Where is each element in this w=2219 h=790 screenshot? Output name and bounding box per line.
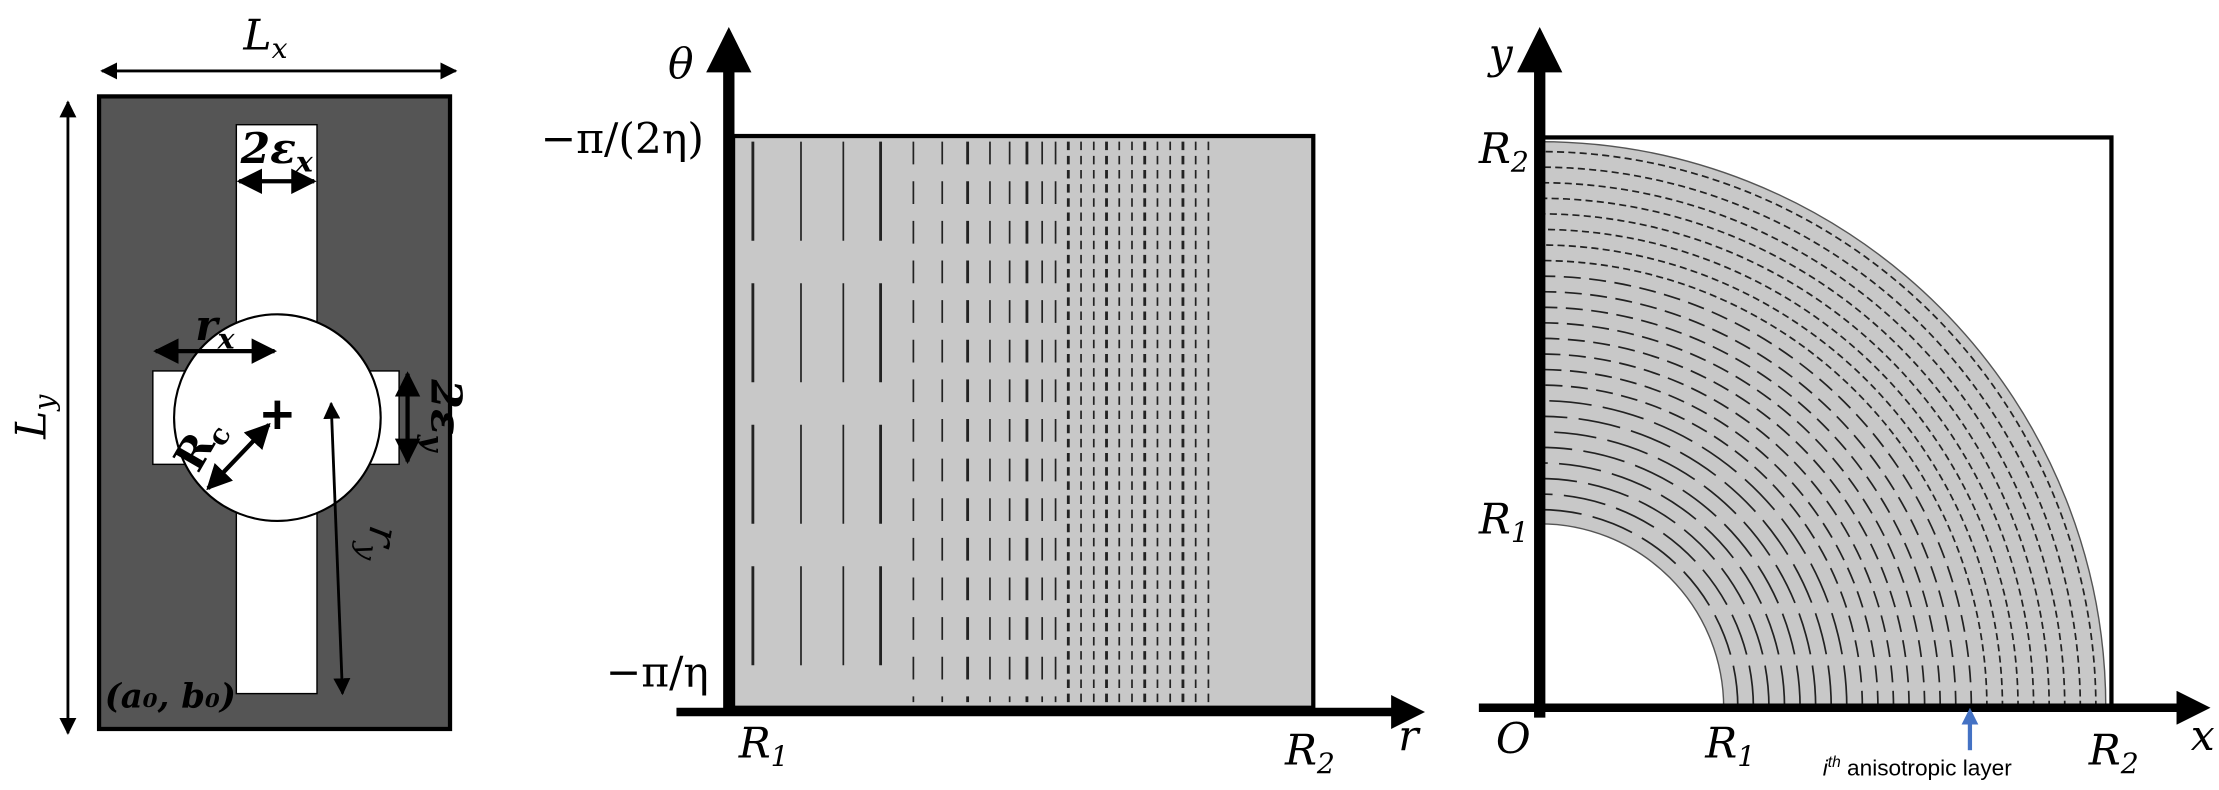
ey-label: 2εy <box>416 378 470 453</box>
origin-label: O <box>1496 715 1531 764</box>
layer-arc <box>1539 150 2097 708</box>
center-mark <box>263 400 292 429</box>
ly-label: Ly <box>7 394 60 440</box>
layer-arc <box>1539 430 1817 708</box>
layer-arc <box>1539 353 1895 708</box>
x-label: x <box>2191 712 2215 761</box>
ry-arrow <box>323 401 351 696</box>
layer-arc <box>1539 462 1786 708</box>
layer-arc <box>1539 368 1879 708</box>
layer-arc <box>1539 415 1833 708</box>
theta-label: θ <box>668 40 694 89</box>
r2-x-label: R2 <box>2088 726 2139 779</box>
r2-label: R2 <box>1284 726 1335 779</box>
y-label: y <box>1487 30 1514 79</box>
rx-label: rx <box>195 301 235 355</box>
bottom-label: −π/η <box>606 649 709 698</box>
origin-label: (a₀, b₀) <box>105 677 236 717</box>
cartesian-domain: y x O R2 R1 R1 R2 ith anisotropic layer <box>1478 27 2215 781</box>
layer-arc <box>1539 197 2051 708</box>
layer-arc <box>1539 306 1942 708</box>
r1-label: R1 <box>738 719 789 772</box>
layer-arc <box>1539 259 1988 708</box>
layer-arc <box>1539 244 2004 708</box>
layer-arc <box>1539 181 2066 708</box>
r-label: r <box>1398 712 1421 761</box>
layer-arc <box>1539 321 1926 708</box>
layer-arc <box>1539 228 2019 708</box>
ry-label: ry <box>349 521 408 567</box>
top-label: −π/(2η) <box>541 115 704 164</box>
r1-y-label: R1 <box>1478 496 1529 549</box>
layer-arc <box>1539 213 2035 708</box>
layer-arc <box>1539 166 2082 708</box>
ex-label: 2εx <box>240 124 314 178</box>
domain <box>730 133 1316 710</box>
r1-x-label: R1 <box>1704 719 1755 772</box>
polar-domain: θ −π/(2η) −π/η R1 R2 r <box>541 27 1426 780</box>
lx-label: Lx <box>242 12 287 65</box>
layer-arc <box>1539 446 1801 708</box>
layer-label: ith anisotropic layer <box>1823 754 2012 780</box>
layer-arc <box>1539 275 1973 708</box>
unit-cell: Lx Ly 2εx rx 2εy Rc ry (a₀, b₀) <box>7 12 471 735</box>
r2-y-label: R2 <box>1478 125 1529 178</box>
rc-arrow <box>206 422 271 491</box>
layer-arc <box>1539 477 1770 708</box>
layer-arc <box>1539 337 1910 708</box>
layer-arc <box>1539 399 1848 708</box>
layer-arc <box>1539 493 1755 708</box>
